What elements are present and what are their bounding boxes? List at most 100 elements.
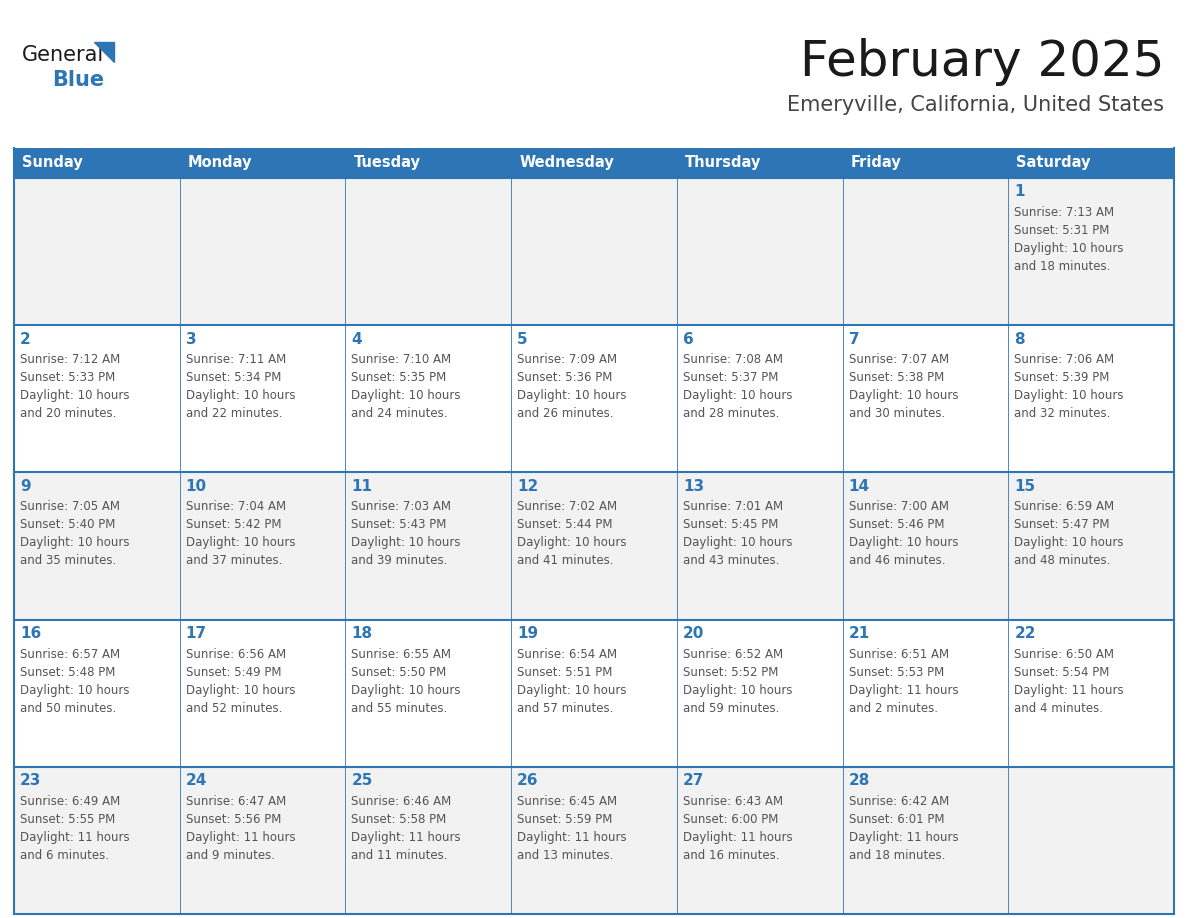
Text: Sunrise: 7:12 AM
Sunset: 5:33 PM
Daylight: 10 hours
and 20 minutes.: Sunrise: 7:12 AM Sunset: 5:33 PM Dayligh… [20,353,129,420]
Text: Sunrise: 6:55 AM
Sunset: 5:50 PM
Daylight: 10 hours
and 55 minutes.: Sunrise: 6:55 AM Sunset: 5:50 PM Dayligh… [352,647,461,714]
Bar [179,325,346,473]
Text: Sunrise: 6:59 AM
Sunset: 5:47 PM
Daylight: 10 hours
and 48 minutes.: Sunrise: 6:59 AM Sunset: 5:47 PM Dayligh… [1015,500,1124,567]
Bar [842,178,1009,325]
Text: Sunrise: 6:46 AM
Sunset: 5:58 PM
Daylight: 11 hours
and 11 minutes.: Sunrise: 6:46 AM Sunset: 5:58 PM Dayligh… [352,795,461,862]
Text: Sunrise: 6:50 AM
Sunset: 5:54 PM
Daylight: 11 hours
and 4 minutes.: Sunrise: 6:50 AM Sunset: 5:54 PM Dayligh… [1015,647,1124,714]
Text: 6: 6 [683,331,694,347]
Text: Sunrise: 7:00 AM
Sunset: 5:46 PM
Daylight: 10 hours
and 46 minutes.: Sunrise: 7:00 AM Sunset: 5:46 PM Dayligh… [848,500,958,567]
Bar [677,767,842,914]
Text: Sunrise: 7:13 AM
Sunset: 5:31 PM
Daylight: 10 hours
and 18 minutes.: Sunrise: 7:13 AM Sunset: 5:31 PM Dayligh… [1015,206,1124,273]
Text: 14: 14 [848,479,870,494]
Bar [179,178,346,325]
Bar [14,473,179,620]
Bar [179,473,346,620]
Text: February 2025: February 2025 [800,38,1164,86]
Text: 17: 17 [185,626,207,641]
Text: Sunrise: 7:04 AM
Sunset: 5:42 PM
Daylight: 10 hours
and 37 minutes.: Sunrise: 7:04 AM Sunset: 5:42 PM Dayligh… [185,500,295,567]
Bar [346,325,511,473]
Text: Sunrise: 7:09 AM
Sunset: 5:36 PM
Daylight: 10 hours
and 26 minutes.: Sunrise: 7:09 AM Sunset: 5:36 PM Dayligh… [517,353,626,420]
Text: 16: 16 [20,626,42,641]
Bar [511,767,677,914]
Text: Blue: Blue [52,70,105,90]
Text: 26: 26 [517,773,538,789]
Bar [677,178,842,325]
Text: Sunrise: 7:08 AM
Sunset: 5:37 PM
Daylight: 10 hours
and 28 minutes.: Sunrise: 7:08 AM Sunset: 5:37 PM Dayligh… [683,353,792,420]
Text: Thursday: Thursday [684,155,762,171]
Text: 11: 11 [352,479,372,494]
Bar [179,767,346,914]
Text: 24: 24 [185,773,207,789]
Text: 13: 13 [683,479,704,494]
Bar [14,767,179,914]
Bar [511,473,677,620]
Text: 5: 5 [517,331,527,347]
Text: Emeryville, California, United States: Emeryville, California, United States [786,95,1164,115]
Text: 25: 25 [352,773,373,789]
Text: 20: 20 [683,626,704,641]
Text: Sunrise: 6:42 AM
Sunset: 6:01 PM
Daylight: 11 hours
and 18 minutes.: Sunrise: 6:42 AM Sunset: 6:01 PM Dayligh… [848,795,959,862]
Bar [1009,473,1174,620]
Text: Sunrise: 6:49 AM
Sunset: 5:55 PM
Daylight: 11 hours
and 6 minutes.: Sunrise: 6:49 AM Sunset: 5:55 PM Dayligh… [20,795,129,862]
Bar [1009,325,1174,473]
Text: 7: 7 [848,331,859,347]
Bar [346,620,511,767]
Bar [842,325,1009,473]
Text: Saturday: Saturday [1016,155,1091,171]
Bar [14,178,179,325]
Bar [346,473,511,620]
Text: Sunrise: 6:51 AM
Sunset: 5:53 PM
Daylight: 11 hours
and 2 minutes.: Sunrise: 6:51 AM Sunset: 5:53 PM Dayligh… [848,647,959,714]
Polygon shape [94,42,114,62]
Text: Sunrise: 7:02 AM
Sunset: 5:44 PM
Daylight: 10 hours
and 41 minutes.: Sunrise: 7:02 AM Sunset: 5:44 PM Dayligh… [517,500,626,567]
Bar [1009,767,1174,914]
Bar [511,325,677,473]
Bar [677,473,842,620]
Text: Sunrise: 7:03 AM
Sunset: 5:43 PM
Daylight: 10 hours
and 39 minutes.: Sunrise: 7:03 AM Sunset: 5:43 PM Dayligh… [352,500,461,567]
Text: Sunrise: 7:10 AM
Sunset: 5:35 PM
Daylight: 10 hours
and 24 minutes.: Sunrise: 7:10 AM Sunset: 5:35 PM Dayligh… [352,353,461,420]
Bar [842,620,1009,767]
Text: Sunrise: 6:52 AM
Sunset: 5:52 PM
Daylight: 10 hours
and 59 minutes.: Sunrise: 6:52 AM Sunset: 5:52 PM Dayligh… [683,647,792,714]
Bar [1009,178,1174,325]
Text: Sunrise: 6:54 AM
Sunset: 5:51 PM
Daylight: 10 hours
and 57 minutes.: Sunrise: 6:54 AM Sunset: 5:51 PM Dayligh… [517,647,626,714]
Text: 23: 23 [20,773,42,789]
Text: 15: 15 [1015,479,1036,494]
Text: 8: 8 [1015,331,1025,347]
Text: General: General [23,45,105,65]
Text: 28: 28 [848,773,870,789]
Bar [511,178,677,325]
Text: 19: 19 [517,626,538,641]
Bar [677,620,842,767]
Bar [511,620,677,767]
Text: 4: 4 [352,331,362,347]
Bar [677,325,842,473]
Text: Sunrise: 6:56 AM
Sunset: 5:49 PM
Daylight: 10 hours
and 52 minutes.: Sunrise: 6:56 AM Sunset: 5:49 PM Dayligh… [185,647,295,714]
Text: Sunrise: 7:06 AM
Sunset: 5:39 PM
Daylight: 10 hours
and 32 minutes.: Sunrise: 7:06 AM Sunset: 5:39 PM Dayligh… [1015,353,1124,420]
Text: 22: 22 [1015,626,1036,641]
Text: 1: 1 [1015,185,1025,199]
Text: 2: 2 [20,331,31,347]
Text: Tuesday: Tuesday [353,155,421,171]
Text: 9: 9 [20,479,31,494]
Text: Sunrise: 7:11 AM
Sunset: 5:34 PM
Daylight: 10 hours
and 22 minutes.: Sunrise: 7:11 AM Sunset: 5:34 PM Dayligh… [185,353,295,420]
Text: Sunrise: 6:45 AM
Sunset: 5:59 PM
Daylight: 11 hours
and 13 minutes.: Sunrise: 6:45 AM Sunset: 5:59 PM Dayligh… [517,795,627,862]
Bar [179,620,346,767]
Text: 27: 27 [683,773,704,789]
Text: Sunrise: 7:05 AM
Sunset: 5:40 PM
Daylight: 10 hours
and 35 minutes.: Sunrise: 7:05 AM Sunset: 5:40 PM Dayligh… [20,500,129,567]
Text: 18: 18 [352,626,373,641]
Text: Sunday: Sunday [23,155,83,171]
Text: Monday: Monday [188,155,252,171]
Bar [14,620,179,767]
Text: 3: 3 [185,331,196,347]
Text: Friday: Friday [851,155,902,171]
Text: Sunrise: 6:47 AM
Sunset: 5:56 PM
Daylight: 11 hours
and 9 minutes.: Sunrise: 6:47 AM Sunset: 5:56 PM Dayligh… [185,795,296,862]
Bar [1009,620,1174,767]
Text: Sunrise: 6:57 AM
Sunset: 5:48 PM
Daylight: 10 hours
and 50 minutes.: Sunrise: 6:57 AM Sunset: 5:48 PM Dayligh… [20,647,129,714]
Bar [346,767,511,914]
Bar [842,767,1009,914]
Text: 21: 21 [848,626,870,641]
Bar [14,325,179,473]
Text: 10: 10 [185,479,207,494]
Text: Sunrise: 7:01 AM
Sunset: 5:45 PM
Daylight: 10 hours
and 43 minutes.: Sunrise: 7:01 AM Sunset: 5:45 PM Dayligh… [683,500,792,567]
Bar [842,473,1009,620]
Bar [346,178,511,325]
Text: 12: 12 [517,479,538,494]
